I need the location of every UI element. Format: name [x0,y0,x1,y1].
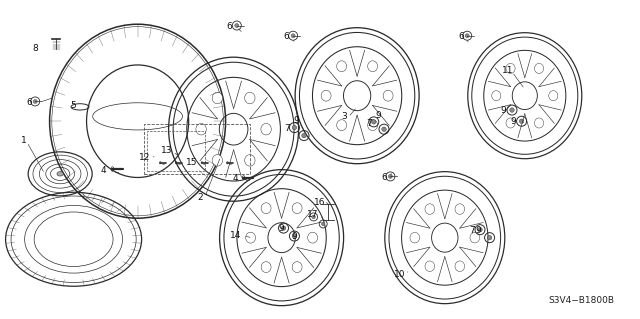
Ellipse shape [548,91,558,101]
Ellipse shape [246,232,255,243]
Text: 9: 9 [294,116,299,125]
Ellipse shape [477,227,483,232]
Ellipse shape [212,155,223,166]
Ellipse shape [57,172,63,176]
Ellipse shape [487,235,492,240]
Ellipse shape [196,123,206,135]
Ellipse shape [292,125,297,130]
Text: 13: 13 [161,146,172,155]
Ellipse shape [337,61,347,72]
Ellipse shape [371,120,376,124]
Ellipse shape [301,133,307,138]
Text: 9: 9 [476,226,481,235]
Bar [147,131,205,171]
Ellipse shape [383,90,393,101]
Ellipse shape [509,108,515,112]
Ellipse shape [308,232,317,243]
Ellipse shape [519,119,524,123]
Ellipse shape [388,174,392,178]
Ellipse shape [534,118,543,128]
Ellipse shape [534,63,543,73]
Ellipse shape [212,92,223,104]
Text: 16: 16 [314,198,326,207]
Text: 6: 6 [27,98,32,107]
Ellipse shape [261,262,271,272]
Ellipse shape [455,261,465,271]
Text: 3: 3 [341,112,346,121]
Ellipse shape [455,204,465,214]
Ellipse shape [321,90,331,101]
Ellipse shape [465,34,469,38]
Ellipse shape [381,127,387,131]
Text: 15: 15 [186,158,198,167]
Text: 10: 10 [394,270,406,279]
Ellipse shape [33,100,37,103]
Text: 9: 9 [279,224,284,233]
Text: 7: 7 [469,226,474,235]
Ellipse shape [235,24,239,27]
Ellipse shape [281,226,286,230]
Ellipse shape [410,232,420,243]
Text: 17: 17 [307,210,319,219]
Ellipse shape [506,63,515,73]
Text: 2: 2 [198,193,203,202]
Ellipse shape [425,204,435,214]
Ellipse shape [292,262,302,272]
Text: 8: 8 [33,44,38,53]
Text: 11: 11 [502,66,513,75]
Text: 9: 9 [511,117,516,126]
Text: 4: 4 [101,166,106,174]
Ellipse shape [492,91,501,101]
Text: 7: 7 [367,119,372,128]
Text: 9: 9 [292,232,297,241]
Bar [144,124,250,174]
Text: 9: 9 [376,111,381,120]
Text: 5: 5 [71,101,76,110]
Ellipse shape [261,123,271,135]
Ellipse shape [506,118,515,128]
Ellipse shape [321,222,325,226]
Ellipse shape [367,120,378,130]
Text: 6: 6 [227,22,232,31]
Text: 6: 6 [284,32,289,41]
Text: 12: 12 [139,153,150,162]
Ellipse shape [367,61,378,72]
Ellipse shape [337,120,347,130]
Text: 6: 6 [381,173,387,182]
Ellipse shape [261,203,271,214]
Ellipse shape [425,261,435,271]
Text: 6: 6 [458,32,463,41]
Ellipse shape [470,232,479,243]
Text: 4: 4 [233,174,238,183]
Text: 14: 14 [230,231,241,240]
Ellipse shape [292,203,302,214]
Ellipse shape [291,34,295,38]
Text: S3V4−B1800B: S3V4−B1800B [548,296,614,305]
Text: 7: 7 [284,124,289,133]
Text: 1: 1 [22,137,27,145]
Ellipse shape [244,92,255,104]
Text: 9: 9 [501,106,506,115]
Ellipse shape [292,234,297,238]
Ellipse shape [244,155,255,166]
Ellipse shape [312,215,316,219]
